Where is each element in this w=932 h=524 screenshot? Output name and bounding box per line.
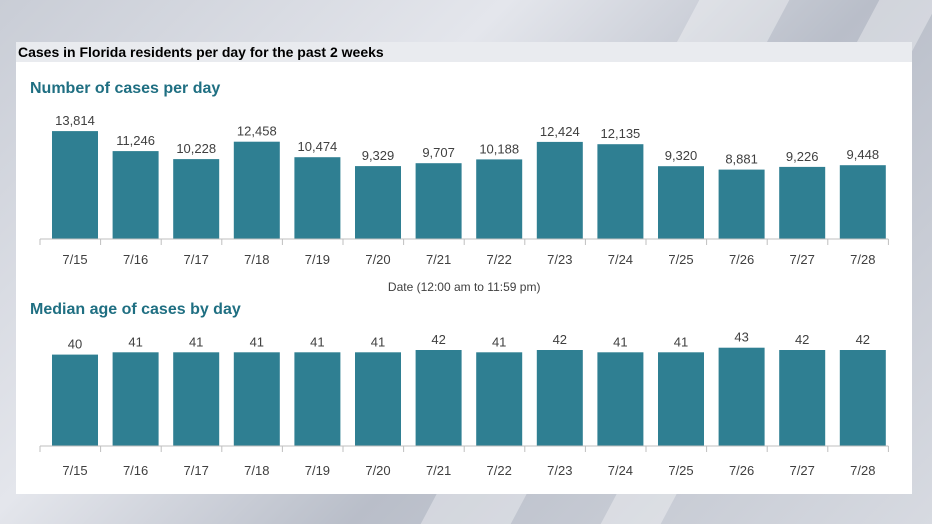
- bar-7-24: [597, 144, 644, 239]
- data-label: 12,458: [237, 124, 277, 139]
- data-label: 43: [734, 330, 748, 345]
- data-label: 10,474: [298, 139, 338, 154]
- x-tick-label: 7/18: [244, 252, 269, 267]
- x-tick-label: 7/23: [547, 463, 572, 478]
- data-label: 9,226: [786, 149, 819, 164]
- bar-7-28: [839, 350, 886, 446]
- data-label: 10,188: [479, 141, 519, 156]
- bar-7-22: [476, 352, 523, 446]
- data-label: 40: [68, 337, 82, 352]
- bar-7-18: [233, 352, 280, 446]
- bar-7-24: [597, 352, 644, 446]
- data-label: 42: [856, 332, 870, 347]
- bar-7-17: [173, 159, 220, 239]
- bar-7-25: [658, 166, 704, 239]
- bar-7-19: [294, 157, 341, 239]
- bar-7-15: [52, 131, 98, 239]
- bar-7-21: [415, 163, 462, 239]
- data-label: 10,228: [176, 141, 216, 156]
- x-tick-label: 7/21: [426, 252, 451, 267]
- data-label: 41: [250, 334, 264, 349]
- x-tick-label: 7/17: [184, 252, 209, 267]
- data-label: 42: [553, 332, 567, 347]
- x-tick-label: 7/20: [365, 463, 390, 478]
- bar-7-21: [415, 350, 462, 446]
- data-label: 8,881: [725, 152, 758, 167]
- data-label: 41: [128, 334, 142, 349]
- bar-7-16: [112, 352, 159, 446]
- x-tick-label: 7/23: [547, 252, 572, 267]
- x-tick-label: 7/18: [244, 463, 269, 478]
- data-label: 41: [492, 334, 506, 349]
- bar-7-23: [536, 350, 583, 446]
- x-tick-label: 7/22: [487, 463, 512, 478]
- x-tick-label: 7/25: [668, 463, 693, 478]
- data-label: 41: [189, 334, 203, 349]
- bar-7-26: [718, 347, 765, 446]
- x-tick-label: 7/16: [123, 252, 148, 267]
- bar-7-15: [52, 354, 98, 446]
- bar-7-22: [476, 159, 523, 239]
- x-tick-label: 7/27: [790, 463, 815, 478]
- x-tick-label: 7/19: [305, 252, 330, 267]
- data-label: 9,329: [362, 148, 395, 163]
- x-tick-label: 7/15: [62, 463, 87, 478]
- bar-7-27: [779, 350, 826, 446]
- x-tick-label: 7/19: [305, 463, 330, 478]
- bar-7-26: [718, 169, 765, 239]
- data-label: 11,246: [116, 133, 155, 148]
- data-label: 41: [371, 334, 385, 349]
- bar-7-16: [112, 151, 159, 239]
- x-tick-label: 7/27: [790, 252, 815, 267]
- x-tick-label: 7/26: [729, 463, 754, 478]
- data-label: 42: [431, 332, 445, 347]
- age-chart-title: Median age of cases by day: [30, 301, 241, 318]
- bar-7-20: [355, 166, 401, 239]
- x-axis-label: Date (12:00 am to 11:59 pm): [388, 280, 541, 294]
- data-label: 9,448: [847, 147, 880, 162]
- x-tick-label: 7/21: [426, 463, 451, 478]
- data-label: 41: [613, 334, 627, 349]
- data-label: 12,135: [601, 126, 641, 141]
- bar-7-19: [294, 352, 341, 446]
- data-label: 9,707: [422, 145, 455, 160]
- headline: Cases in Florida residents per day for t…: [16, 42, 912, 62]
- x-tick-label: 7/24: [608, 252, 633, 267]
- data-label: 41: [674, 334, 688, 349]
- bar-7-17: [173, 352, 220, 446]
- x-tick-label: 7/25: [668, 252, 693, 267]
- data-label: 41: [310, 334, 324, 349]
- data-label: 12,424: [540, 124, 580, 139]
- data-label: 13,814: [55, 113, 95, 128]
- x-tick-label: 7/16: [123, 463, 148, 478]
- data-label: 42: [795, 332, 809, 347]
- x-tick-label: 7/24: [608, 463, 633, 478]
- x-tick-label: 7/28: [850, 252, 875, 267]
- charts-svg: Number of cases per day 13,814 7/15 11,246 7…: [30, 80, 889, 478]
- x-tick-label: 7/17: [184, 463, 209, 478]
- bar-7-23: [536, 141, 583, 239]
- x-tick-label: 7/20: [365, 252, 390, 267]
- bar-7-28: [839, 165, 886, 239]
- bar-7-18: [233, 141, 280, 239]
- chart-panel: Number of cases per day 13,814 7/15 11,246 7…: [16, 44, 912, 494]
- x-tick-label: 7/26: [729, 252, 754, 267]
- cases-chart-title: Number of cases per day: [30, 80, 220, 97]
- bar-7-20: [355, 352, 401, 446]
- data-label: 9,320: [665, 148, 698, 163]
- x-tick-label: 7/22: [487, 252, 512, 267]
- x-tick-label: 7/28: [850, 463, 875, 478]
- x-tick-label: 7/15: [62, 252, 87, 267]
- bar-7-25: [658, 352, 704, 446]
- bar-7-27: [779, 166, 826, 239]
